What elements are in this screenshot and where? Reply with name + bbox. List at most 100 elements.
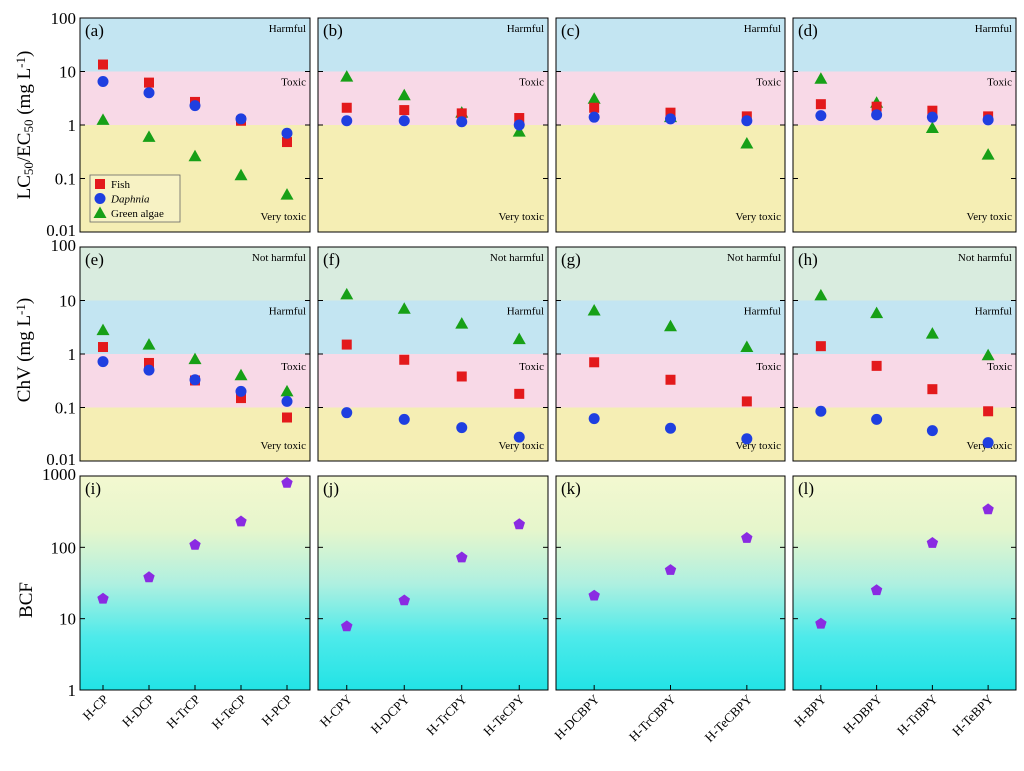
daphnia-point [588,413,600,425]
fish-point [815,99,826,110]
panel-k: (k) [555,475,786,691]
daphnia-point [97,76,109,88]
zone-label: Toxic [987,77,1012,89]
fish-point [399,354,410,365]
green-algae-point [814,288,828,301]
zone-label: Very toxic [966,211,1012,223]
y-tick-label: 10 [59,292,76,311]
category-label: H-DCBPY [551,691,602,742]
bcf-background [556,476,785,690]
daphnia-point [741,433,753,445]
y-tick-label: 100 [51,538,77,557]
green-algae-point [981,348,995,361]
bcf-point [189,538,201,550]
daphnia-point [665,113,676,125]
daphnia-point [281,395,293,407]
category-label: H-TrCPY [423,691,470,738]
panel-frame [792,475,1017,691]
zone-band [80,407,310,461]
green-algae-point [142,338,156,350]
category-label: H-TrBPY [894,691,941,738]
panel-label: (a) [85,21,104,40]
fish-point [589,102,600,113]
green-algae-point [512,332,526,345]
category-label: H-TeCPY [480,691,528,739]
fish-point [871,360,882,371]
fish-point [514,388,525,399]
legend-marker [95,179,105,189]
y-tick-label: 0.1 [55,399,76,418]
green-algae-point [397,302,411,314]
y-axis-title-part: /EC [14,133,35,163]
y-axis-title-part: -1 [13,57,28,68]
zone-label: Very toxic [260,440,306,452]
zone-label: Harmful [975,23,1012,35]
fish-point [144,357,154,368]
panel-label: (i) [85,479,101,498]
zone-label: Harmful [975,306,1012,318]
zone-band [318,18,548,72]
green-algae-point [512,125,526,137]
green-algae-point [587,304,601,316]
zone-label: Very toxic [498,211,544,223]
daphnia-point [97,356,109,368]
zone-band [793,247,1016,301]
category-label: H-DBPY [840,691,885,736]
panel-i: (i) [79,475,311,691]
y-tick-label: 100 [51,236,77,255]
green-algae-point [96,113,110,125]
zone-label: Harmful [507,306,544,318]
y-axis-title-acute: LC50/EC50 (mg L-1) [13,51,36,200]
zone-label: Harmful [744,23,781,35]
green-algae-point [981,148,995,160]
fish-point [236,393,246,404]
daphnia-point [456,116,468,128]
fish-point [282,137,292,148]
daphnia-point [398,115,410,127]
bcf-point [513,518,525,530]
bcf-point [588,589,600,601]
green-algae-point [188,149,202,162]
daphnia-point [588,111,600,123]
bcf-point [341,620,353,632]
panel-label: (d) [798,21,818,40]
zone-label: Not harmful [490,252,544,264]
daphnia-point [143,87,155,99]
green-algae-point [870,306,884,319]
y-axis-title-part: ChV (mg L [14,315,35,402]
daphnia-point [871,109,883,121]
zone-label: Very toxic [260,211,306,223]
panel-l: (l) [792,475,1017,691]
y-axis-title-part: (mg L [14,68,35,120]
bcf-point [664,564,677,575]
y-tick-label: 10 [59,63,76,82]
daphnia-point [398,413,410,425]
y-axis-title-bcf: BCF [16,582,37,618]
zone-label: Toxic [519,361,544,373]
category-label: H-CP [80,692,112,724]
bcf-point [741,532,753,543]
zone-label: Toxic [756,77,781,89]
daphnia-point [189,100,201,112]
zone-label: Toxic [281,361,306,373]
category-label: H-CPY [317,691,356,730]
zone-label: Very toxic [498,440,544,452]
legend-label: Daphnia [110,194,150,206]
bcf-point [926,537,939,548]
daphnia-point [235,113,247,125]
zone-band [318,247,548,301]
panel-label: (c) [561,21,580,40]
green-algae-point [142,130,156,142]
bcf-background [80,476,310,690]
green-algae-point [234,368,248,381]
green-algae-point [587,92,601,104]
panel-label: (l) [798,479,814,498]
bcf-point [982,503,994,515]
y-tick-label: 0.01 [46,221,76,240]
y-axis-title-part: -1 [13,304,28,315]
fish-point [665,107,676,118]
y-axis-title-part: LC [14,175,35,199]
daphnia-point [143,364,155,376]
daphnia-point [741,115,753,127]
daphnia-point [513,119,525,131]
